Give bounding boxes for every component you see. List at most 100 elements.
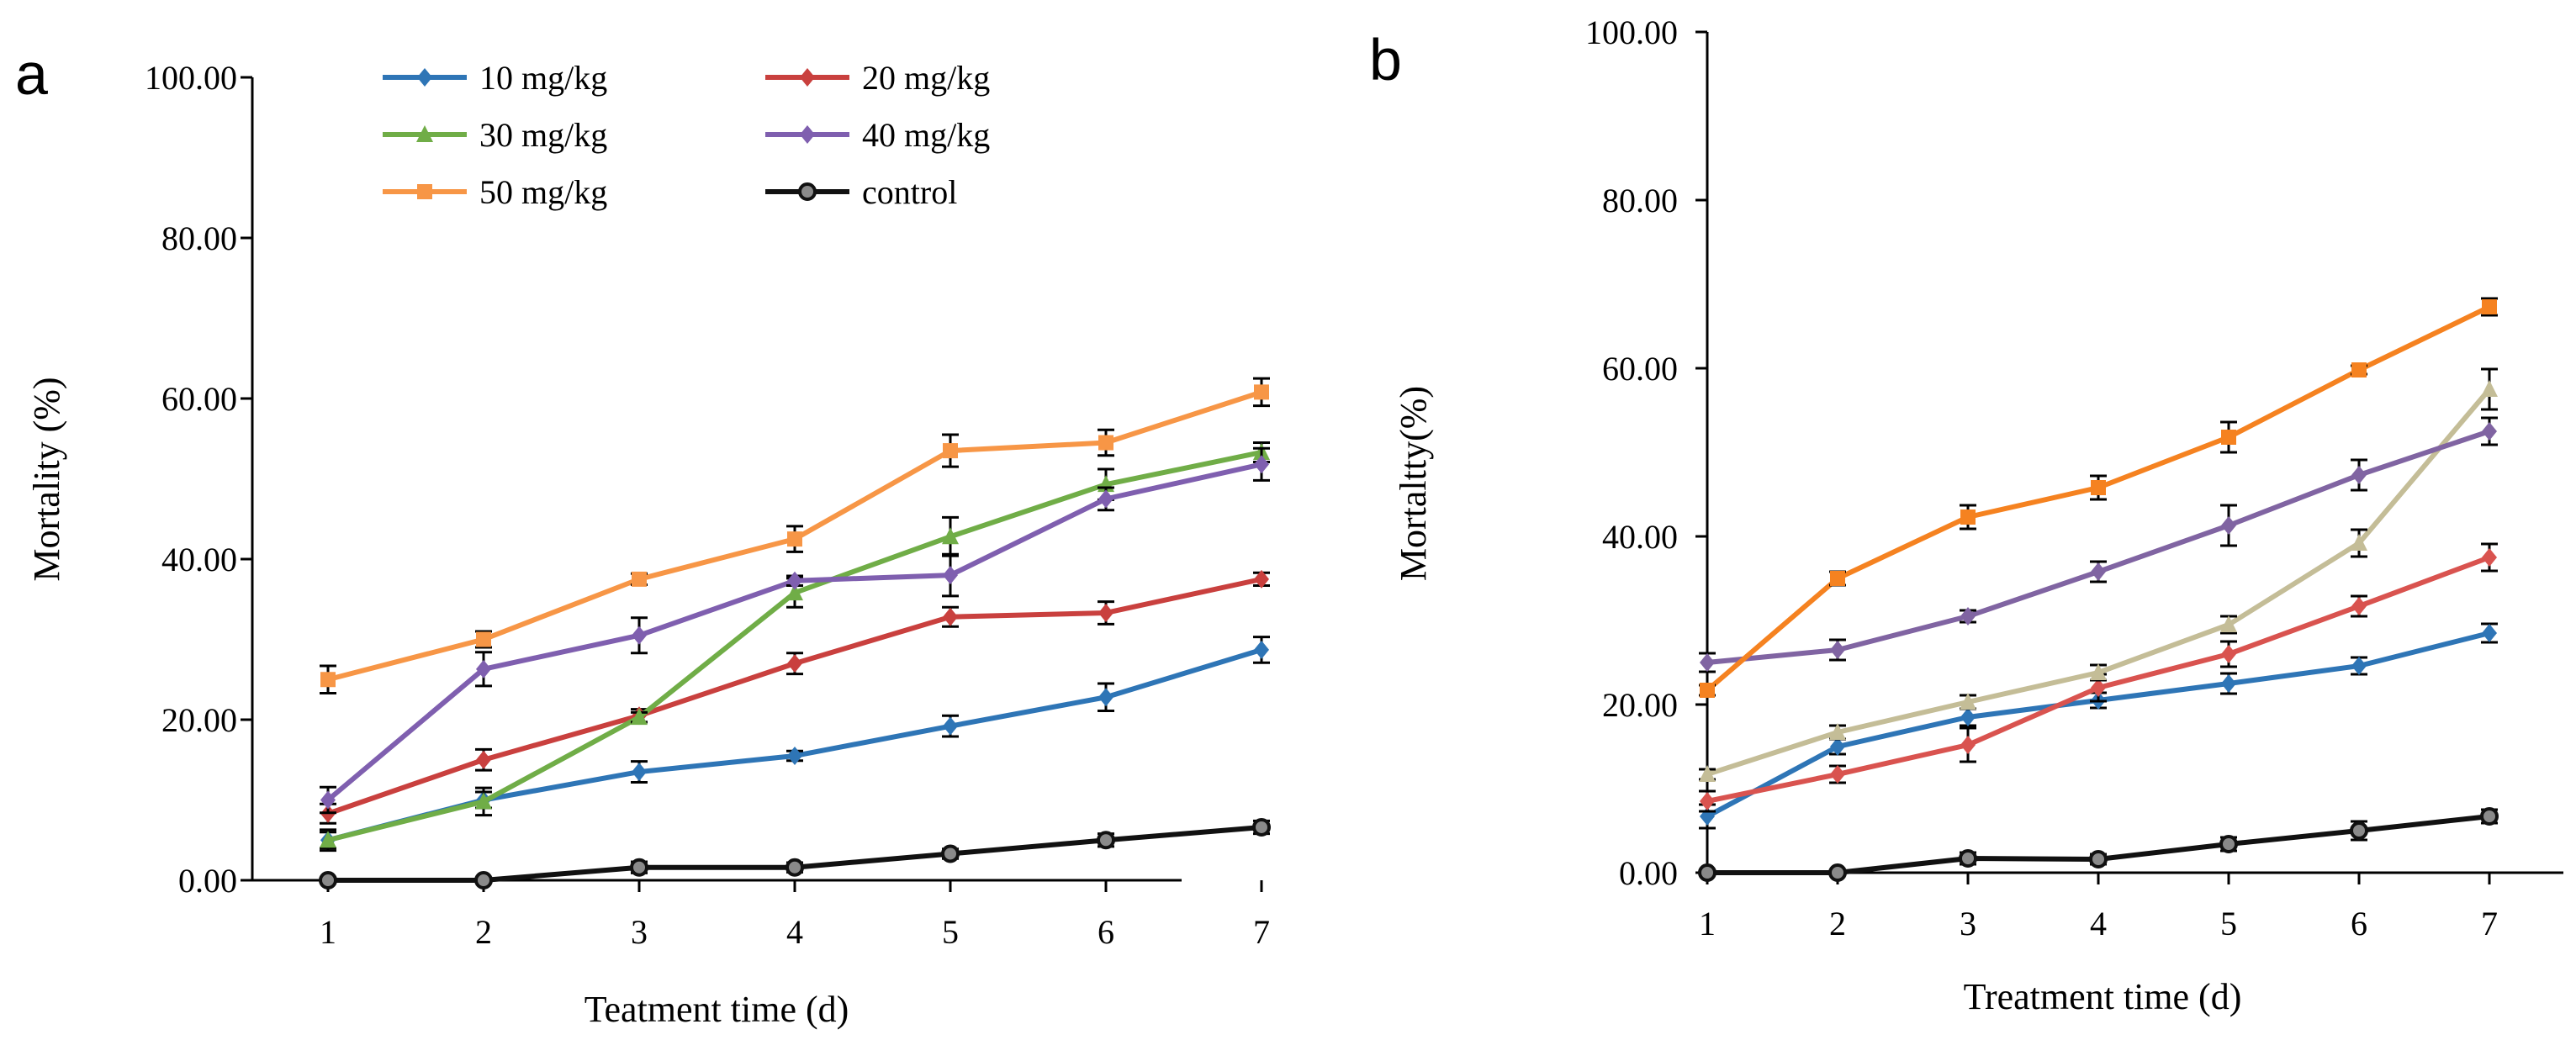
data-point [1959,849,1977,868]
data-point [632,626,647,645]
y-tick-label: 60.00 [161,380,237,418]
y-tick-label: 20.00 [161,701,237,739]
data-point [786,583,803,601]
data-point [2091,678,2106,697]
legend-label: 30 mg/kg [479,116,607,154]
y-axis-title: Mortality (%) [26,377,67,581]
series-line [327,647,1262,843]
data-point [1960,708,1976,726]
data-point [475,792,492,810]
legend-label: 10 mg/kg [479,59,607,97]
legend-swatch-marker [417,184,432,199]
series-50-mg-kg [320,377,1270,694]
data-point [631,708,648,726]
data-point [632,763,647,782]
series-20-mg-kg [320,569,1270,825]
data-point [319,871,337,890]
x-tick-label: 4 [786,913,803,951]
series-control [319,817,1271,890]
legend-item: 20 mg/kg [765,59,990,97]
legend-item: 40 mg/kg [765,116,990,154]
legend-label: 40 mg/kg [862,116,990,154]
data-point [2481,380,2498,397]
data-point [1252,817,1271,837]
panel-label: b [1369,27,1402,92]
data-point [2091,480,2106,495]
legend: 10 mg/kg 20 mg/kg 30 mg/kg 40 mg/kg 50 mg/kg… [383,59,990,211]
data-point [1098,603,1113,622]
x-tick-label: 5 [942,913,959,951]
series-50-mg-kg [1699,297,2498,698]
data-point [1830,641,1845,659]
legend-swatch-marker [416,125,433,142]
legend-item: 10 mg/kg [383,59,607,97]
data-point [2221,516,2236,535]
x-tick-label: 4 [2090,905,2107,942]
panel-label: a [15,41,48,107]
x-tick-label: 7 [2481,905,2498,942]
data-point [1700,683,1715,698]
legend-swatch-marker [798,182,817,201]
data-point [320,790,336,810]
data-point [630,858,648,877]
series-line [327,450,1262,843]
data-point [1098,688,1113,707]
data-point [1699,765,1716,782]
x-tick-label: 3 [631,913,648,951]
data-point [1960,607,1976,626]
data-point [1098,435,1113,451]
data-point [1960,736,1976,754]
data-point [1828,863,1847,882]
y-tick-label: 40.00 [161,541,237,578]
series-30-mg-kg [1699,367,2498,782]
data-point [320,672,336,688]
data-point [2482,299,2497,314]
data-point [2480,807,2499,826]
data-point [2351,466,2367,484]
legend-label: 50 mg/kg [479,173,607,211]
x-tick-label: 6 [2351,905,2367,942]
x-tick-label: 1 [320,913,336,951]
series-20-mg-kg [1699,542,2498,813]
data-point [2221,645,2236,663]
legend-swatch-marker [417,68,432,87]
data-point [941,844,960,863]
x-tick-label: 5 [2220,905,2237,942]
legend-label: control [862,173,957,211]
series-line [1706,631,2490,819]
series-line [1706,429,2490,665]
y-tick-label: 80.00 [161,219,237,257]
data-point [1254,384,1269,400]
legend-item: 30 mg/kg [383,116,607,154]
data-point [476,631,491,647]
data-point [943,607,958,626]
x-tick-label: 7 [1253,913,1270,951]
data-point [2482,548,2497,567]
data-point [476,659,491,678]
x-tick-label: 1 [1699,905,1716,942]
data-point [1254,640,1269,659]
data-point [1254,569,1269,589]
series-10-mg-kg [1699,622,2498,830]
data-point [787,531,802,547]
y-tick-label: 40.00 [1602,518,1678,556]
y-tick-label: 0.00 [178,862,237,900]
data-point [1700,792,1715,810]
y-tick-label: 0.00 [1619,854,1678,892]
data-point [2221,674,2236,693]
data-point [2351,362,2367,377]
data-point [2351,597,2367,615]
data-point [1254,455,1269,474]
y-tick-label: 100.00 [145,59,237,97]
legend-label: 20 mg/kg [862,59,990,97]
data-point [785,858,804,877]
y-tick-label: 80.00 [1602,182,1678,219]
chart-panel-a: 0.00 20.00 40.00 60.00 80.00 100.00 1 2 3 4 5 6 7 Tea… [15,41,1271,1030]
series-line [327,576,1262,816]
data-point [2351,657,2367,675]
data-point [787,746,802,765]
data-point [1830,737,1845,756]
data-point [943,716,958,736]
data-point [2221,430,2236,445]
